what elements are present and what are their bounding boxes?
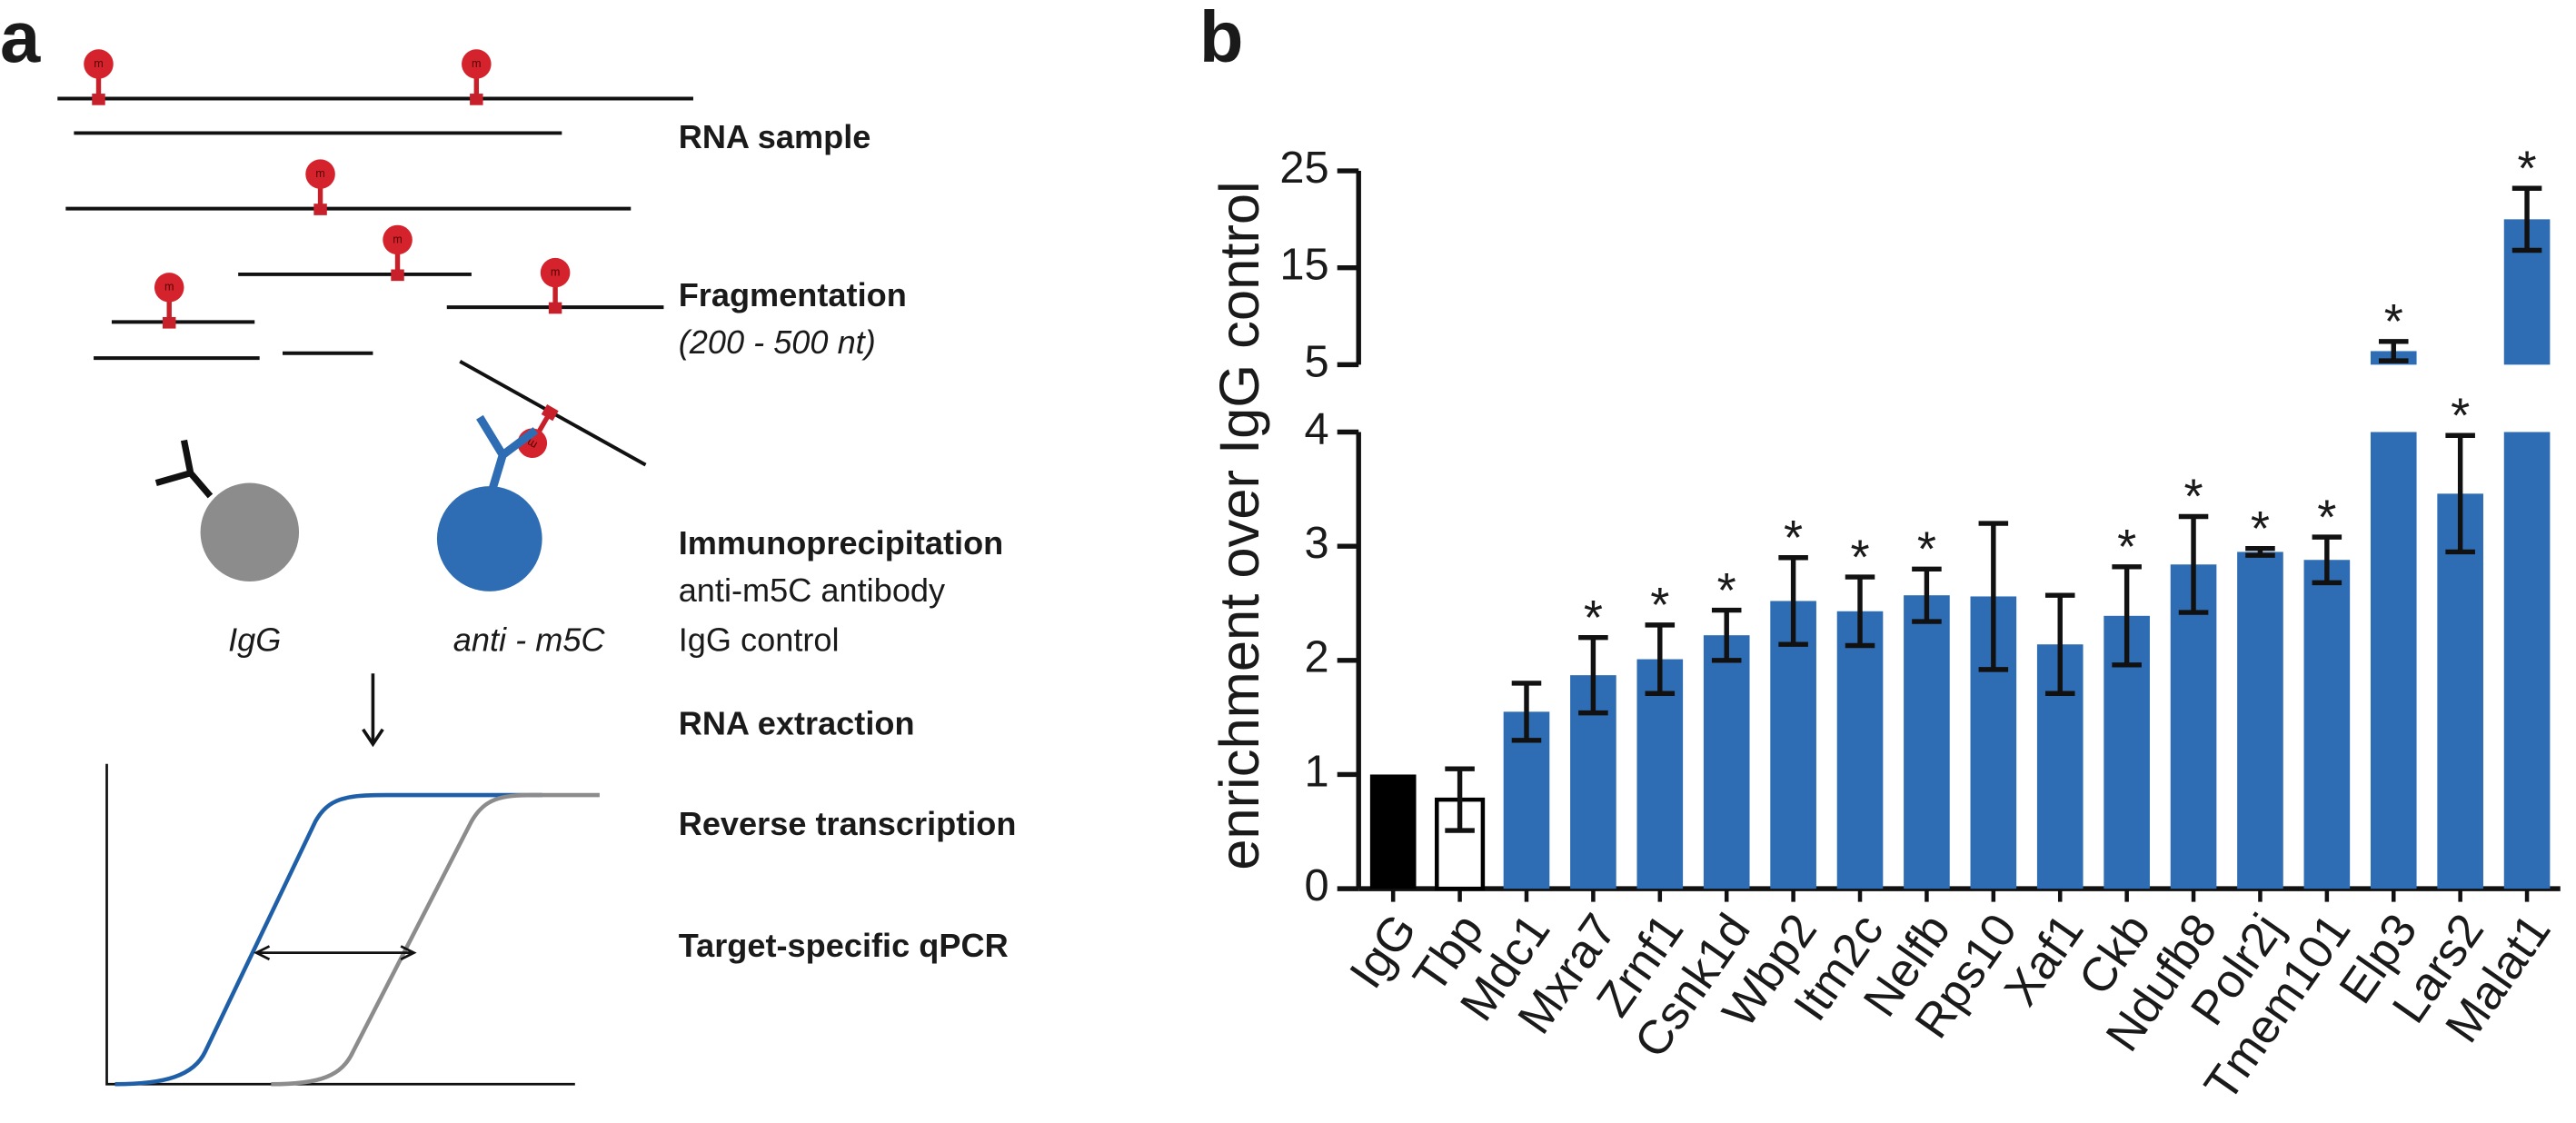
igg-label: IgG — [228, 621, 281, 658]
arrow — [362, 673, 384, 748]
bar — [2437, 493, 2483, 889]
step-label: Immunoprecipitation — [679, 524, 1004, 562]
significance-star: * — [1584, 591, 1603, 645]
bar — [1770, 601, 1816, 889]
significance-star: * — [2317, 490, 2336, 544]
significance-star: * — [2451, 389, 2470, 443]
significance-star: * — [2384, 294, 2403, 349]
qpcr-plot — [105, 763, 600, 1087]
y-axis-label: enrichment over IgG control — [1208, 181, 1271, 870]
y-tick-label: 2 — [1305, 633, 1329, 682]
step-label: Target-specific qPCR — [679, 927, 1009, 964]
y-tick-label: 4 — [1305, 404, 1329, 453]
significance-star: * — [2251, 502, 2270, 556]
step-label: RNA extraction — [679, 705, 915, 742]
y-tick-label: 1 — [1305, 747, 1329, 796]
significance-star: * — [2518, 141, 2537, 195]
bar — [1369, 774, 1417, 889]
bar — [2303, 560, 2351, 889]
significance-star: * — [1850, 530, 1869, 584]
step-label: Fragmentation — [679, 276, 907, 313]
significance-star: * — [2183, 470, 2203, 524]
y-tick-label: 0 — [1305, 861, 1329, 910]
bar — [2503, 432, 2551, 889]
rna-fragments — [57, 96, 693, 467]
bar — [2170, 564, 2217, 889]
panel-label: b — [1199, 0, 1244, 77]
y-tick-label: 15 — [1279, 241, 1328, 290]
bar — [2237, 552, 2283, 889]
step-label: RNA sample — [679, 118, 871, 155]
significance-star: * — [1717, 563, 1736, 618]
significance-star: * — [1917, 522, 1936, 577]
bar — [2370, 432, 2417, 889]
step-note: (200 - 500 nt) — [679, 323, 876, 361]
bar — [1836, 611, 1884, 889]
step-note: IgG control — [679, 621, 840, 658]
y-tick-label: 3 — [1305, 519, 1329, 568]
panel-label: a — [0, 0, 41, 77]
significance-star: * — [1784, 511, 1803, 565]
bar — [1703, 635, 1750, 889]
significance-star: * — [1650, 578, 1669, 632]
bar-chart: 0123451525IgGTbpMdc1*Mxra7*Zrnf1*Csnk1d*… — [1279, 141, 2561, 1110]
anti-m5c-label: anti - m5C — [453, 621, 606, 658]
bar — [1904, 595, 1950, 889]
y-tick-label: 5 — [1305, 337, 1329, 386]
m5c-markers — [84, 49, 571, 463]
step-label: Reverse transcription — [679, 805, 1017, 842]
bar — [1636, 659, 1684, 889]
y-tick-label: 25 — [1279, 144, 1328, 193]
step-note: anti-m5C antibody — [679, 571, 945, 609]
significance-star: * — [2117, 520, 2136, 574]
x-tick-label: IgG — [1340, 905, 1427, 998]
antibodies — [154, 414, 542, 591]
